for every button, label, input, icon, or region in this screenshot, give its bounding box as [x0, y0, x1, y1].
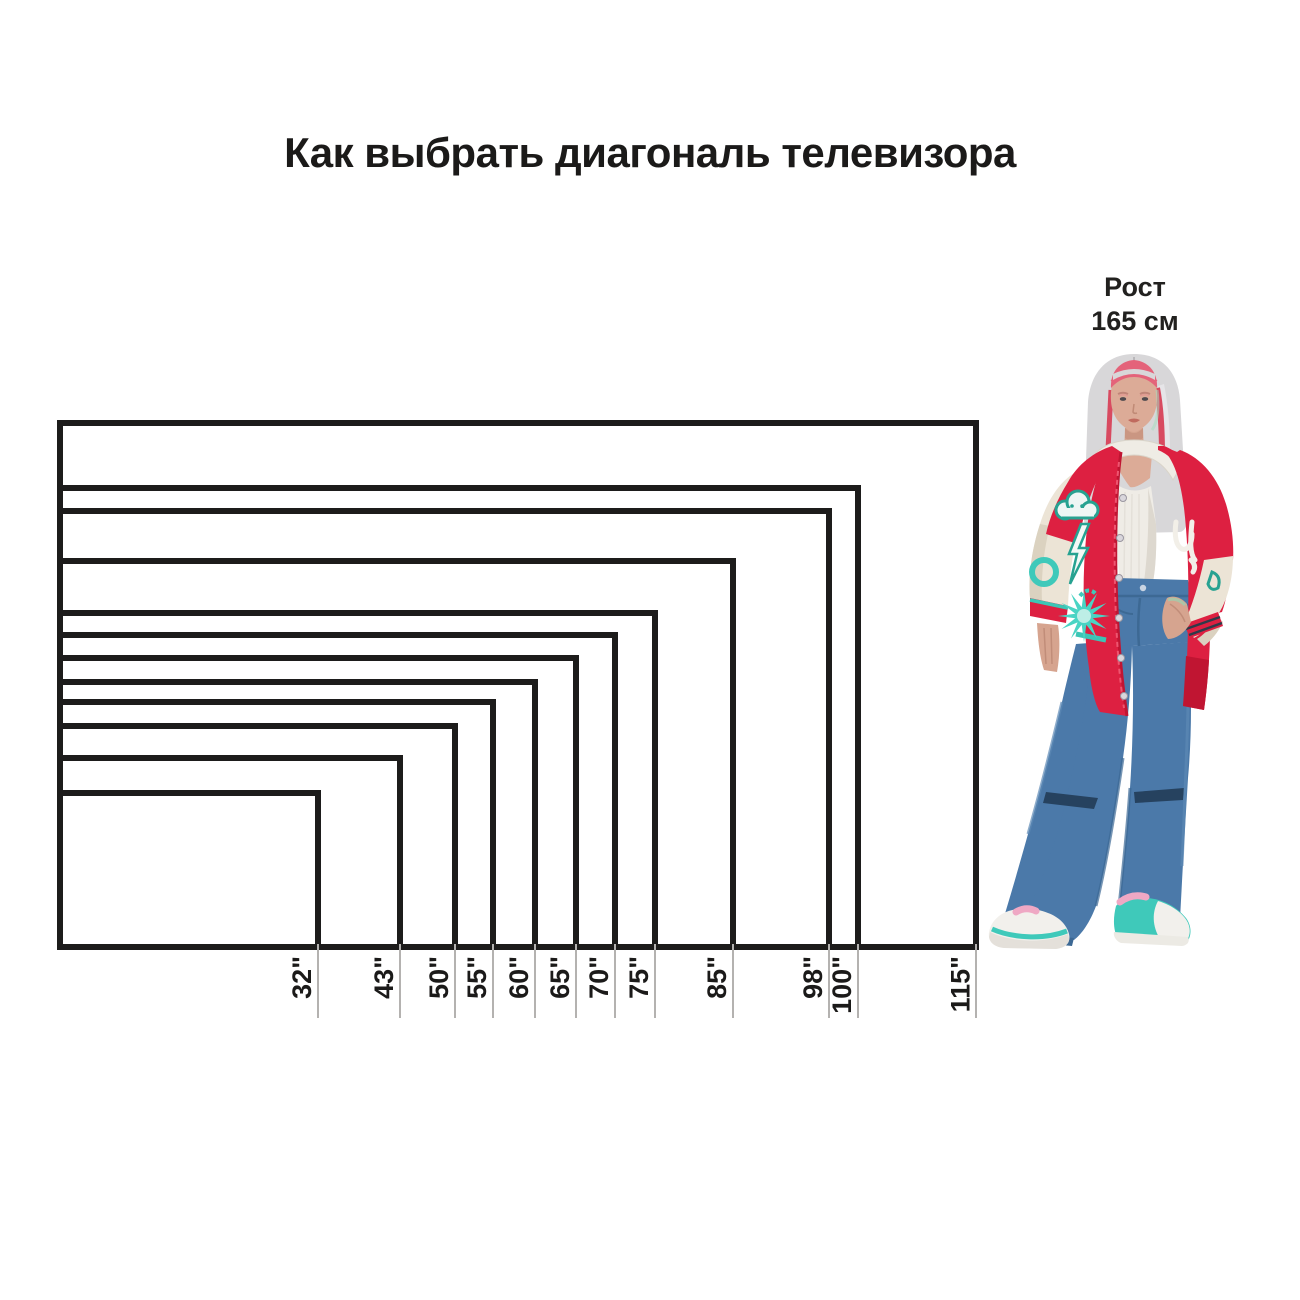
person-height-line1: Рост: [1104, 272, 1166, 302]
lightning-patch: [1067, 522, 1091, 585]
tick-line-85in: [732, 944, 734, 1018]
tick-label-70in: 70": [584, 956, 614, 999]
tick-line-50in: [454, 944, 456, 1018]
person-sneakers: [988, 892, 1191, 949]
tick-label-65in: 65": [545, 956, 575, 999]
cloud-patch: [1054, 489, 1100, 521]
person-height-label: Рост 165 см: [1032, 270, 1238, 338]
tick-label-115in: 115": [945, 956, 975, 1013]
tick-label-85in: 85": [702, 956, 732, 999]
tick-line-70in: [614, 944, 616, 1018]
tv-outline-32in: [57, 790, 321, 950]
tick-label-98in: 98": [798, 956, 828, 999]
person-height-line2: 165 см: [1091, 306, 1179, 336]
tick-line-55in: [492, 944, 494, 1018]
person-jacket-patches: [1054, 489, 1198, 642]
tick-label-43in: 43": [369, 956, 399, 999]
tick-line-65in: [575, 944, 577, 1018]
tick-label-55in: 55": [462, 956, 492, 999]
tick-label-50in: 50": [424, 956, 454, 999]
tick-line-75in: [654, 944, 656, 1018]
person-jeans: [999, 578, 1193, 946]
person-tank-top: [1116, 486, 1157, 583]
person-right-arm: [1162, 450, 1234, 646]
person-face: [1110, 360, 1160, 432]
tick-label-32in: 32": [287, 956, 317, 999]
tick-label-100in: 100": [827, 956, 857, 1014]
tick-line-115in: [975, 944, 977, 1018]
letter-patch: [1172, 519, 1198, 575]
tick-label-60in: 60": [504, 956, 534, 999]
person-illustration: [988, 354, 1234, 949]
tick-label-75in: 75": [624, 956, 654, 999]
tick-line-32in: [317, 944, 319, 1018]
tick-line-60in: [534, 944, 536, 1018]
candy-patch: [1078, 588, 1098, 598]
tick-line-43in: [399, 944, 401, 1018]
tick-line-100in: [857, 944, 859, 1018]
tick-line-98in: [828, 944, 830, 1018]
page-title: Как выбрать диагональ телевизора: [284, 129, 1016, 176]
